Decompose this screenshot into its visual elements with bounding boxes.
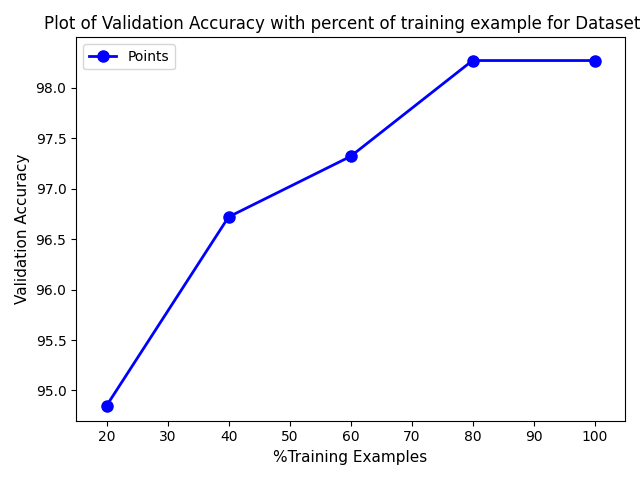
Points <box>591 58 598 63</box>
Title: Plot of Validation Accuracy with percent of training example for Dataset 2: Plot of Validation Accuracy with percent… <box>44 15 640 33</box>
X-axis label: %Training Examples: %Training Examples <box>273 450 428 465</box>
Line: Points: Points <box>101 55 600 411</box>
Legend: Points: Points <box>83 44 175 70</box>
Y-axis label: Validation Accuracy: Validation Accuracy <box>15 154 30 304</box>
Points <box>468 58 476 63</box>
Points <box>103 403 111 408</box>
Points <box>225 214 232 220</box>
Points <box>347 154 355 159</box>
